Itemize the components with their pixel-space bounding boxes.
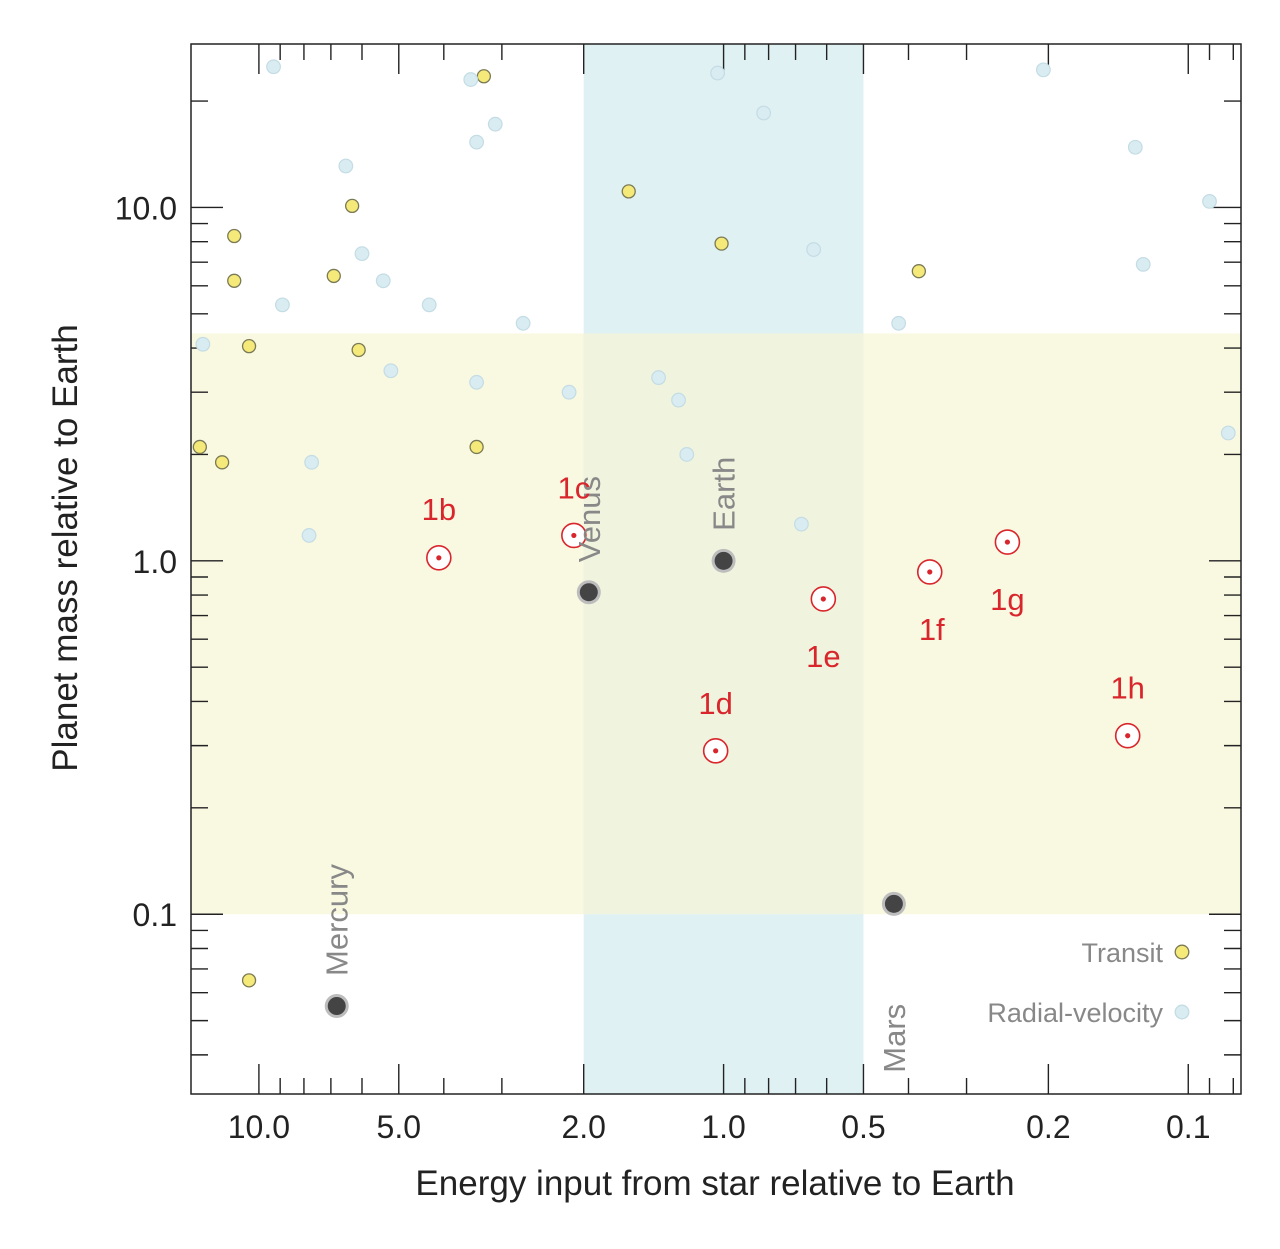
trappist-planet-label: 1d [698, 686, 732, 721]
radial-velocity-point [710, 65, 726, 81]
solar-planet-label: Venus [572, 476, 607, 562]
legend: Transit Radial-velocity [987, 938, 1190, 1028]
x-tick-label: 0.5 [841, 1109, 885, 1145]
trappist-planet-dot [1125, 733, 1131, 739]
radial-velocity-point [651, 370, 666, 385]
radial-velocity-point [1135, 256, 1151, 272]
radial-velocity-point [354, 246, 370, 262]
transit-point [227, 228, 242, 244]
y-tick-label: 1.0 [133, 544, 177, 580]
trappist-planet-dot [820, 596, 826, 602]
legend-marker [1174, 1004, 1190, 1020]
radial-velocity-point [756, 105, 772, 121]
trappist-planet-dot [571, 532, 577, 539]
trappist-planet-dot [436, 555, 442, 561]
radial-velocity-point [561, 384, 577, 400]
transit-point [326, 268, 341, 284]
transit-point [241, 973, 257, 988]
solar-planet-label: Mercury [320, 864, 355, 976]
y-tick-label: 0.1 [133, 897, 177, 933]
x-tick-label: 2.0 [561, 1109, 605, 1145]
radial-velocity-point [1127, 139, 1143, 155]
point-labels: Mercury Venus Earth Mars 1b 1c 1d 1e 1f 1g 1h [320, 457, 1145, 1073]
y-tick-label: 10.0 [115, 190, 177, 226]
plot-frame [190, 43, 1242, 1095]
radial-velocity-point [1220, 425, 1236, 441]
x-tick-label: 0.1 [1166, 1109, 1210, 1145]
transit-point [344, 198, 360, 214]
transit-point [476, 69, 492, 84]
habitable-bands [191, 44, 1241, 1094]
solar-planet-point [327, 997, 346, 1016]
transit-point [469, 439, 484, 455]
transit-point [192, 439, 207, 455]
solar-planet-point [579, 583, 598, 602]
radial-velocity-point [304, 454, 320, 470]
radial-velocity-point [469, 134, 485, 150]
solar-planet-label: Mars [877, 1004, 912, 1073]
band-y-1 [191, 333, 1241, 915]
radial-velocity-point [375, 273, 391, 289]
radial-velocity-point [383, 363, 399, 379]
x-axis-title: Energy input from star relative to Earth [415, 1164, 1014, 1203]
data-points [192, 59, 1236, 1019]
trappist-planet-label: 1b [422, 492, 456, 527]
trappist-planet-dot [927, 569, 933, 575]
legend-marker [1174, 944, 1190, 960]
solar-planet-point [884, 894, 903, 913]
solar-planet-point [714, 551, 733, 570]
radial-velocity-point [515, 315, 531, 331]
radial-velocity-point [1202, 193, 1217, 209]
y-axis-title: Planet mass relative to Earth [46, 324, 85, 771]
radial-velocity-point [266, 59, 281, 75]
x-tick-label: 5.0 [377, 1109, 421, 1145]
trappist-planet-label: 1h [1110, 671, 1144, 706]
radial-velocity-point [679, 447, 695, 462]
legend-label: Transit [1081, 938, 1163, 968]
trappist-planet-label: 1g [990, 582, 1024, 617]
trappist-planet-dot [713, 748, 719, 754]
radial-velocity-point [338, 158, 354, 174]
solar-planet-label: Earth [707, 457, 742, 531]
x-tick-label: 10.0 [228, 1109, 290, 1145]
transit-point [351, 342, 366, 358]
radial-velocity-point [891, 315, 907, 331]
radial-velocity-point [806, 242, 822, 257]
radial-velocity-point [1035, 62, 1051, 78]
transit-point [214, 455, 230, 470]
transit-point [621, 184, 636, 199]
trappist-planet-label: 1c [557, 470, 590, 505]
legend-label: Radial-velocity [987, 998, 1163, 1028]
radial-velocity-point [421, 297, 437, 313]
radial-velocity-point [671, 392, 686, 408]
trappist-planet-label: 1e [806, 639, 840, 674]
transit-point [714, 236, 729, 251]
trappist-planet-label: 1f [919, 612, 945, 647]
trappist-planet-dot [1004, 539, 1011, 545]
radial-velocity-point [275, 297, 290, 313]
radial-velocity-point [487, 116, 503, 132]
radial-velocity-point [469, 374, 485, 390]
radial-velocity-point [301, 528, 317, 543]
radial-velocity-point [794, 516, 809, 532]
x-tick-label: 0.2 [1026, 1109, 1070, 1145]
transit-point [241, 338, 257, 354]
radial-velocity-point [195, 336, 211, 352]
transit-point [911, 264, 926, 279]
x-tick-label: 1.0 [701, 1109, 745, 1145]
tick-labels: 10.0 5.0 2.0 1.0 0.5 0.2 0.1 10.0 1.0 0.1 [115, 190, 1211, 1145]
transit-point [227, 273, 242, 288]
radial-velocity-point [463, 72, 479, 87]
